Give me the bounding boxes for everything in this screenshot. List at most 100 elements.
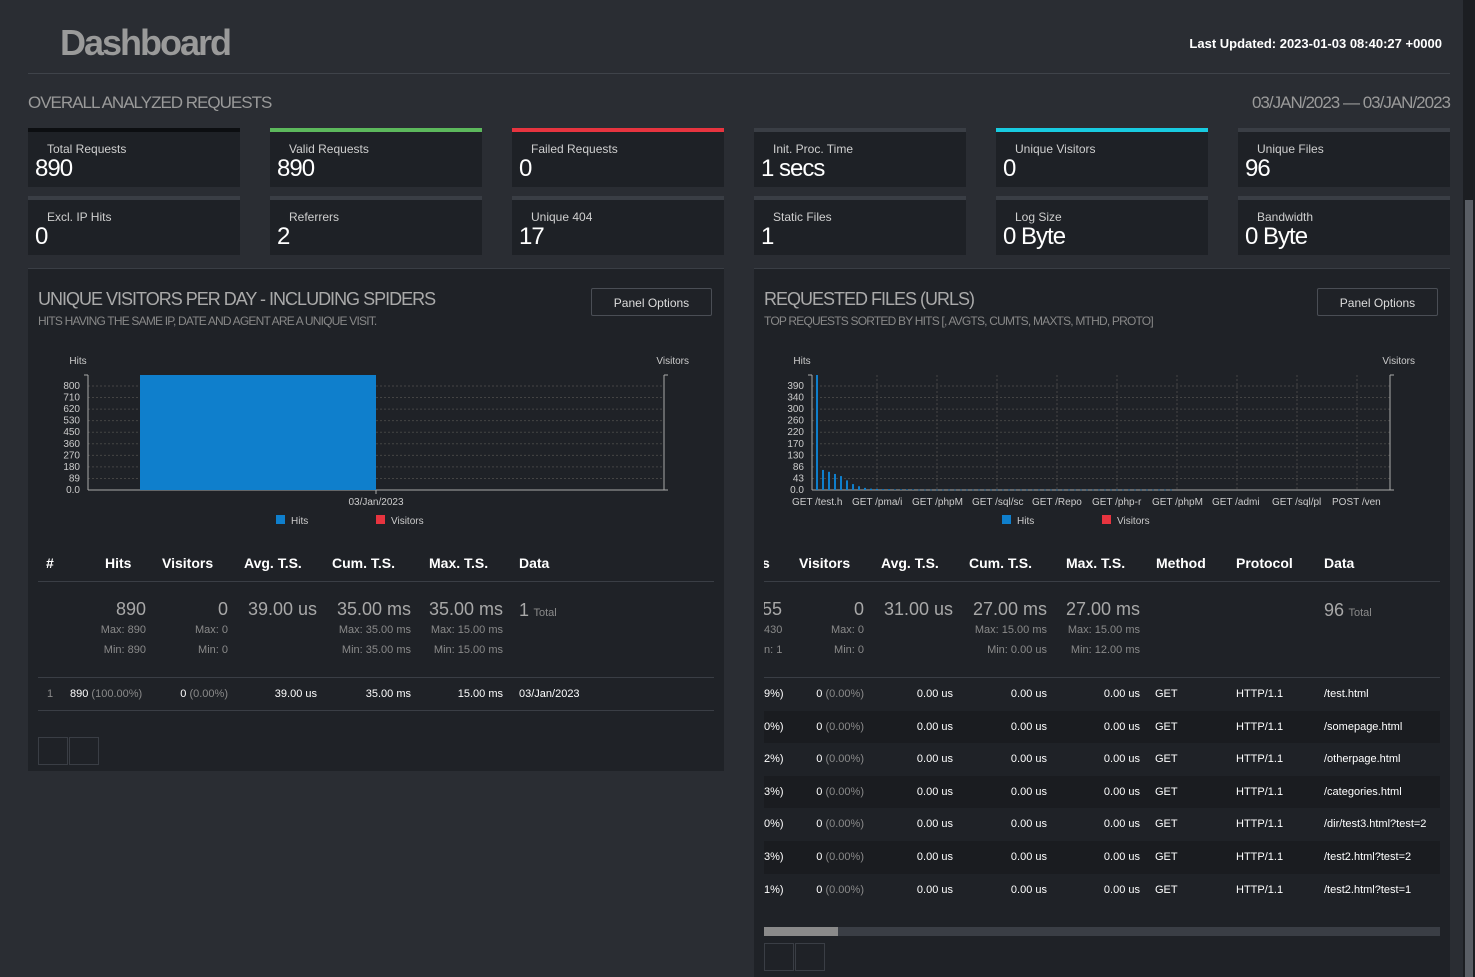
hits-bar: [900, 489, 902, 490]
row-protocol: HTTP/1.1: [1236, 883, 1284, 896]
hits-bar: [1050, 489, 1052, 491]
hits-bar: [1164, 489, 1166, 491]
card-label: Static Files: [773, 210, 832, 224]
scrollbar-thumb[interactable]: [764, 927, 838, 936]
hits-bar: [1116, 489, 1118, 491]
row-data: /somepage.html: [1324, 720, 1403, 733]
row-hits-pct: 0%): [764, 720, 784, 733]
panel-options-button[interactable]: Panel Options: [1317, 288, 1438, 316]
table-row[interactable]: 2%) 0 (0.00%) 0.00 us 0.00 us 0.00 us GET HTTP…: [764, 743, 1440, 776]
y-axis-label: Hits: [793, 356, 810, 367]
y-tick-label: 620: [63, 404, 80, 415]
col-header-visitors[interactable]: Visitors: [162, 555, 214, 571]
hits-bar: [1152, 489, 1154, 491]
hits-bar: [984, 489, 986, 491]
row-data: /test2.html?test=2: [1324, 851, 1412, 863]
summary-hits: 890: [115, 599, 146, 619]
summary-hits-max: 430: [764, 624, 783, 636]
y2-axis-label: Visitors: [1382, 356, 1415, 367]
row-divider: [38, 710, 714, 711]
col-header-avg-ts[interactable]: Avg. T.S.: [244, 555, 302, 571]
table-row[interactable]: 1%) 0 (0.00%) 0.00 us 0.00 us 0.00 us GET HTTP…: [764, 874, 1440, 907]
next-page-button[interactable]: [795, 943, 825, 971]
col-header-index[interactable]: #: [46, 555, 54, 571]
y-tick-label: 710: [63, 393, 80, 404]
hits-bar: [882, 489, 884, 490]
hits-bar: [816, 375, 818, 490]
row-cum-ts: 0.00 us: [1010, 851, 1047, 863]
row-visitors-value: 0: [816, 753, 823, 766]
card-init-proc-time: Init. Proc. Time 1 secs: [754, 128, 966, 187]
row-hits-pct: 3%): [764, 785, 784, 798]
row-visitors: 0 (0.00%): [816, 884, 864, 896]
row-data: /test2.html?test=1: [1324, 883, 1412, 896]
page-scrollbar-thumb[interactable]: [1465, 200, 1473, 977]
row-visitors-pct: (0.00%): [189, 688, 228, 700]
row-protocol: HTTP/1.1: [1236, 785, 1284, 798]
row-avg-ts: 0.00 us: [916, 818, 953, 831]
card-unique-404: Unique 404 17: [512, 196, 724, 255]
col-header-data[interactable]: Data: [519, 555, 550, 571]
prev-page-button[interactable]: [764, 943, 794, 971]
row-hits-pct: (100.00%): [91, 688, 143, 700]
col-header-avg-ts[interactable]: Avg. T.S.: [881, 555, 939, 571]
row-method: GET: [1155, 818, 1178, 831]
table-row[interactable]: 3%) 0 (0.00%) 0.00 us 0.00 us 0.00 us GET HTTP…: [764, 841, 1440, 874]
col-header-max-ts[interactable]: Max. T.S.: [429, 555, 489, 571]
summary-cum-max: Max: 15.00 ms: [974, 624, 1047, 636]
col-header-cum-ts[interactable]: Cum. T.S.: [969, 555, 1033, 571]
col-header-visitors[interactable]: Visitors: [799, 555, 851, 571]
hits-bar: [840, 476, 842, 490]
files-table-viewport[interactable]: s Visitors Avg. T.S. Cum. T.S. Max. T.S.…: [764, 540, 1440, 930]
col-header-hits[interactable]: s: [764, 555, 770, 571]
col-header-max-ts[interactable]: Max. T.S.: [1066, 555, 1126, 571]
y-tick-label: 0.0: [66, 485, 80, 496]
col-header-protocol[interactable]: Protocol: [1236, 555, 1293, 571]
row-max-ts: 0.00 us: [1103, 688, 1140, 700]
hits-bar: [924, 489, 926, 491]
hits-bar: [876, 488, 878, 490]
legend-swatch-visitors: [376, 515, 385, 524]
col-header-cum-ts[interactable]: Cum. T.S.: [332, 555, 396, 571]
summary-hits: 55: [764, 599, 783, 619]
y-tick-label: 180: [63, 462, 80, 473]
hits-bar: [1014, 489, 1016, 491]
summary-max-max: Max: 15.00 ms: [430, 624, 503, 636]
next-page-button[interactable]: [69, 737, 99, 765]
panel-options-button[interactable]: Panel Options: [591, 288, 712, 316]
hits-bar: [936, 489, 938, 491]
row-data: /dir/test3.html?test=2: [1324, 818, 1427, 831]
summary-divider: [764, 677, 1440, 678]
row-protocol: HTTP/1.1: [1236, 688, 1284, 700]
summary-max-ts: 27.00 ms: [1065, 599, 1140, 619]
row-visitors: 0 (0.00%): [816, 818, 864, 830]
table-row[interactable]: 0%) 0 (0.00%) 0.00 us 0.00 us 0.00 us GET HTTP…: [764, 710, 1440, 744]
row-cum-ts: 0.00 us: [1010, 883, 1047, 896]
horizontal-scrollbar[interactable]: [764, 927, 1440, 936]
page-scrollbar[interactable]: [1463, 0, 1475, 977]
card-label: Excl. IP Hits: [47, 210, 112, 224]
x-tick-label: GET /phpM: [1152, 497, 1203, 508]
col-header-method[interactable]: Method: [1156, 555, 1206, 571]
col-header-hits[interactable]: Hits: [105, 555, 132, 571]
legend-label-visitors: Visitors: [1117, 516, 1150, 527]
x-tick-label: GET /admi: [1212, 497, 1260, 508]
hits-bar: [1056, 489, 1058, 491]
overall-date-range: 03/JAN/2023 — 03/JAN/2023: [1251, 93, 1451, 112]
table-row[interactable]: 0%) 0 (0.00%) 0.00 us 0.00 us 0.00 us GET HTTP…: [764, 808, 1440, 841]
hits-bar: [894, 489, 896, 490]
summary-data-suffix: Total: [1348, 607, 1372, 619]
card-value: 1 secs: [761, 155, 825, 182]
card-bandwidth: Bandwidth 0 Byte: [1238, 196, 1450, 255]
row-max-ts: 0.00 us: [1103, 753, 1140, 766]
table-row[interactable]: 3%) 0 (0.00%) 0.00 us 0.00 us 0.00 us GET HTTP…: [764, 775, 1440, 809]
files-panel-title: REQUESTED FILES (URLS): [764, 289, 975, 309]
hits-bar: [1158, 489, 1160, 491]
prev-page-button[interactable]: [38, 737, 68, 765]
summary-max-ts: 35.00 ms: [428, 599, 503, 619]
row-visitors-pct: (0.00%): [825, 785, 864, 798]
table-row[interactable]: 9%) 0 (0.00%) 0.00 us 0.00 us 0.00 us GET HTTP…: [764, 678, 1440, 711]
col-header-data[interactable]: Data: [1324, 555, 1355, 571]
x-tick-label: GET /Repo: [1032, 497, 1082, 508]
hits-bar: [906, 489, 908, 490]
